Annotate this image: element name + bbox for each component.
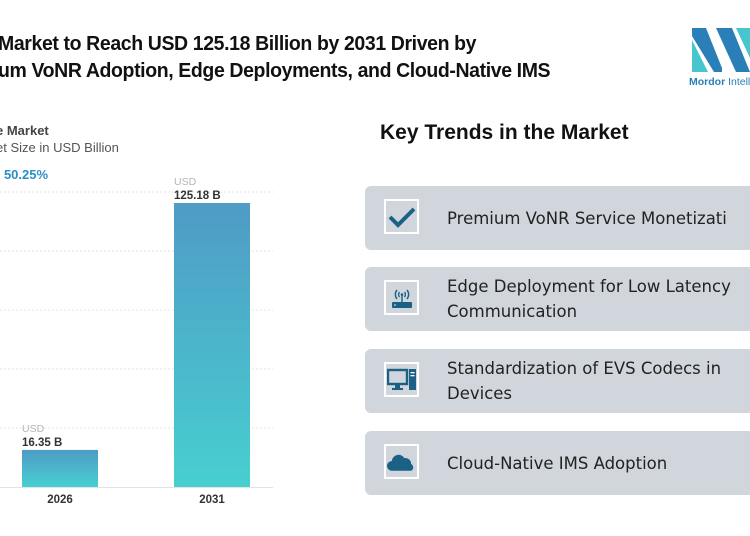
trend-label: Standardization of EVS Codecs in Devices	[447, 359, 722, 403]
logo-text: Mordor Intelli	[689, 76, 750, 88]
page-title: Market to Reach USD 125.18 Billion by 20…	[0, 30, 551, 84]
cloud-icon	[384, 444, 419, 479]
logo-icon	[692, 28, 750, 72]
data-label: 125.18 B	[174, 190, 221, 202]
bar-chart: USD 16.35 B 2026 USD 125.18 B 2031	[0, 176, 273, 506]
chart-subtitle: et Size in USD Billion	[0, 140, 119, 155]
trend-card: Cloud-Native IMS Adoption	[365, 431, 750, 495]
wireless-router-icon	[384, 280, 419, 315]
trends-title: Key Trends in the Market	[380, 121, 629, 144]
cagr: : 50.25%	[0, 167, 49, 182]
desktop-computer-icon	[384, 362, 419, 397]
trend-card: Premium VoNR Service Monetizati	[365, 186, 750, 250]
x-tick-label: 2026	[47, 494, 73, 506]
value-prefix: USD	[174, 176, 197, 188]
x-tick-label: 2031	[199, 494, 225, 506]
trend-card: Standardization of EVS Codecs in Devices	[365, 349, 750, 413]
value-prefix: USD	[22, 423, 45, 435]
trend-label: Edge Deployment for Low Latency Communic…	[447, 277, 731, 321]
trend-label: Cloud-Native IMS Adoption	[447, 453, 668, 473]
bar-2026	[22, 449, 98, 487]
trend-card: Edge Deployment for Low Latency Communic…	[365, 267, 750, 331]
chart-title: e Market	[0, 123, 49, 138]
data-label: 16.35 B	[22, 437, 62, 449]
bar-2031	[174, 203, 250, 487]
title-line-2: um VoNR Adoption, Edge Deployments, and …	[0, 59, 551, 82]
checkmark-icon	[384, 199, 419, 234]
trend-label: Premium VoNR Service Monetizati	[447, 208, 727, 228]
title-line-1: Market to Reach USD 125.18 Billion by 20…	[0, 32, 477, 55]
